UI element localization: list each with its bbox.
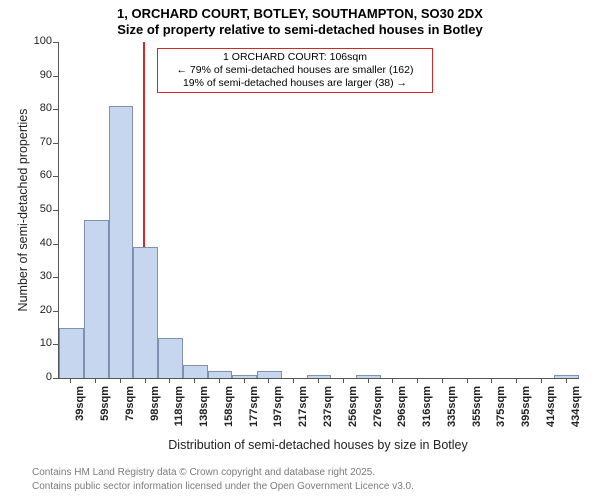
histogram-bar [59,328,84,378]
x-tick-label: 59sqm [99,386,111,436]
x-tick-mark [194,378,195,383]
x-tick-label: 256sqm [347,386,359,436]
x-tick-mark [368,378,369,383]
x-tick-mark [169,378,170,383]
x-tick-label: 335sqm [446,386,458,436]
x-tick-mark [219,378,220,383]
histogram-bar [257,371,282,378]
y-tick-label: 80 [22,102,52,114]
y-tick-mark [53,311,58,312]
y-tick-mark [53,176,58,177]
x-tick-mark [268,378,269,383]
y-tick-mark [53,210,58,211]
histogram-bar [232,375,257,378]
x-tick-mark [318,378,319,383]
y-tick-mark [53,42,58,43]
histogram-bar [356,375,381,378]
histogram-bar [554,375,579,378]
x-tick-label: 98sqm [149,386,161,436]
y-tick-label: 20 [22,304,52,316]
x-tick-label: 177sqm [248,386,260,436]
x-tick-label: 414sqm [545,386,557,436]
chart-title-line2: Size of property relative to semi-detach… [0,22,600,37]
plot-area: 1 ORCHARD COURT: 106sqm ← 79% of semi-de… [58,42,579,379]
histogram-bar [158,338,183,378]
x-tick-label: 434sqm [570,386,582,436]
x-tick-mark [442,378,443,383]
histogram-bar [208,371,233,378]
y-tick-label: 40 [22,237,52,249]
x-tick-label: 118sqm [173,386,185,436]
x-tick-mark [120,378,121,383]
y-tick-label: 10 [22,337,52,349]
y-tick-label: 50 [22,203,52,215]
annotation-line-1: 1 ORCHARD COURT: 106sqm [164,51,426,64]
y-tick-label: 30 [22,270,52,282]
x-tick-label: 316sqm [421,386,433,436]
footer-line-1: Contains HM Land Registry data © Crown c… [32,467,375,478]
annotation-line-3: 19% of semi-detached houses are larger (… [164,77,426,90]
x-tick-label: 296sqm [396,386,408,436]
y-tick-label: 100 [22,35,52,47]
histogram-bar [183,365,208,378]
x-tick-label: 375sqm [495,386,507,436]
x-axis-title: Distribution of semi-detached houses by … [58,438,578,452]
x-tick-mark [70,378,71,383]
x-tick-label: 217sqm [297,386,309,436]
x-tick-mark [95,378,96,383]
annotation-box: 1 ORCHARD COURT: 106sqm ← 79% of semi-de… [157,48,433,93]
x-tick-mark [467,378,468,383]
y-tick-mark [53,244,58,245]
y-tick-mark [53,378,58,379]
x-tick-mark [244,378,245,383]
histogram-bar [133,247,158,378]
y-tick-label: 0 [22,371,52,383]
y-tick-label: 90 [22,69,52,81]
x-tick-label: 39sqm [74,386,86,436]
x-tick-label: 237sqm [322,386,334,436]
x-tick-label: 395sqm [520,386,532,436]
x-tick-mark [293,378,294,383]
y-tick-label: 60 [22,169,52,181]
x-tick-mark [417,378,418,383]
y-tick-label: 70 [22,136,52,148]
y-tick-mark [53,344,58,345]
x-tick-mark [343,378,344,383]
y-tick-mark [53,76,58,77]
y-tick-mark [53,143,58,144]
x-tick-mark [491,378,492,383]
x-tick-mark [541,378,542,383]
x-tick-mark [145,378,146,383]
annotation-line-2: ← 79% of semi-detached houses are smalle… [164,64,426,77]
x-tick-label: 79sqm [124,386,136,436]
x-tick-label: 355sqm [471,386,483,436]
y-tick-mark [53,277,58,278]
chart-title-line1: 1, ORCHARD COURT, BOTLEY, SOUTHAMPTON, S… [0,6,600,21]
x-tick-mark [392,378,393,383]
x-tick-mark [566,378,567,383]
histogram-bar [84,220,109,378]
footer-line-2: Contains public sector information licen… [32,481,414,492]
x-tick-label: 197sqm [272,386,284,436]
x-tick-label: 158sqm [223,386,235,436]
y-tick-mark [53,109,58,110]
x-tick-mark [516,378,517,383]
x-tick-label: 276sqm [372,386,384,436]
x-tick-label: 138sqm [198,386,210,436]
histogram-bar [109,106,134,378]
